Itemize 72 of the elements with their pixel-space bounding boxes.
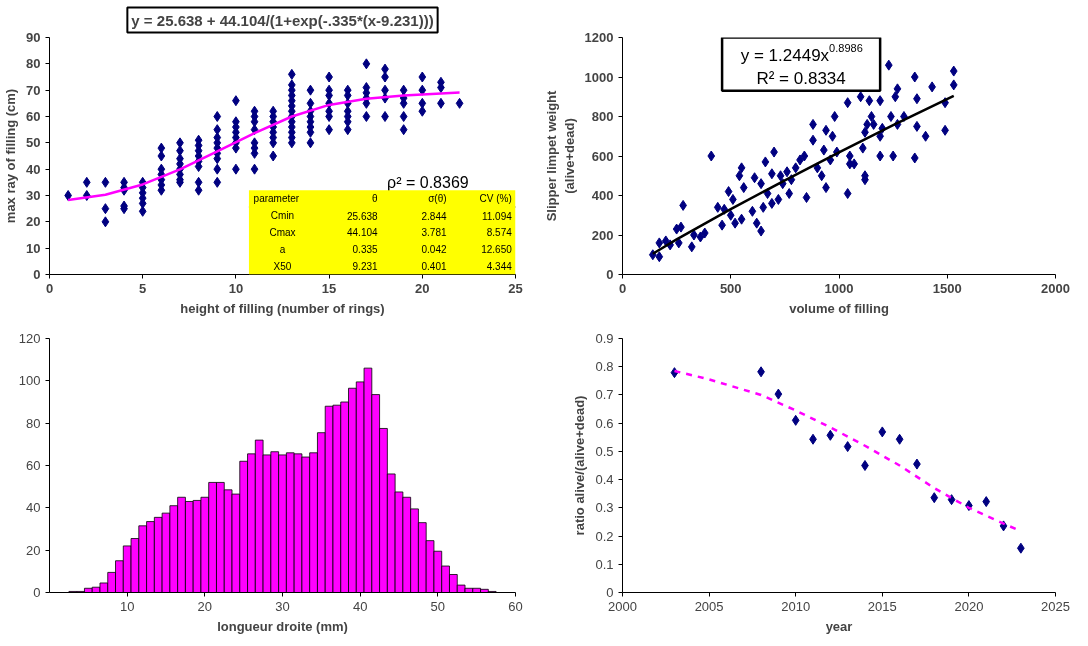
x-tick-label: 2020 xyxy=(954,598,984,614)
x-tick-label: 5 xyxy=(139,280,147,296)
y-tick-label: 20 xyxy=(26,542,41,558)
text: Cmin 25.638 2.844 11.094 xyxy=(270,210,512,222)
y-tick-label: 1200 xyxy=(584,30,614,45)
x-axis-title: height of filling (number of rings) xyxy=(180,300,385,316)
x-tick-label: 25 xyxy=(508,280,523,296)
y-tick-label: 0.6 xyxy=(595,415,614,431)
y-tick-label: 0.4 xyxy=(595,472,614,488)
y-tick-label: 400 xyxy=(591,188,614,203)
x-tick-label: 2010 xyxy=(781,598,811,614)
x-tick-label: 50 xyxy=(430,598,446,614)
x-tick-label: 500 xyxy=(719,280,742,296)
x-tick-label: 0 xyxy=(618,280,627,296)
y-tick-label: 10 xyxy=(26,240,41,256)
y-tick-label: 0.8 xyxy=(595,359,614,375)
y-tick-label: 60 xyxy=(26,109,41,124)
x-axis-title: longueur droite (mm) xyxy=(217,618,348,634)
x-tick-label: 20 xyxy=(197,598,213,614)
x-tick-label: 2005 xyxy=(694,598,724,614)
y-axis-title: max ray of filling (cm) xyxy=(3,88,19,224)
x-tick-label: 2015 xyxy=(867,598,897,614)
y-tick-label: 0.7 xyxy=(595,387,614,403)
x-axis-title: volume of filling xyxy=(789,300,889,316)
x-tick-label: 10 xyxy=(228,280,244,296)
x-tick-label: 0 xyxy=(45,280,54,296)
y-tick-label: 1000 xyxy=(584,69,614,85)
y-tick-label: 0 xyxy=(606,267,614,282)
y-axis-title: Slipper limpet weight (alive+dead) xyxy=(543,89,577,222)
x-tick-label: 10 xyxy=(119,598,135,614)
x-tick-label: 30 xyxy=(275,598,290,614)
y-tick-label: 0 xyxy=(606,585,614,600)
y-tick-label: 40 xyxy=(26,161,41,177)
y-tick-label: 40 xyxy=(26,500,41,516)
y-tick-label: 80 xyxy=(26,56,41,72)
x-tick-label: 1000 xyxy=(824,280,854,296)
y-tick-label: 600 xyxy=(591,148,614,164)
chart-title: y = 25.638 + 44.104/(1+exp(-.335*(x-9.231))) xyxy=(131,11,434,29)
y-tick-label: 0.2 xyxy=(595,528,614,544)
x-tick-label: 15 xyxy=(321,280,337,296)
y-tick-label: 200 xyxy=(591,227,614,243)
y-tick-label: 80 xyxy=(26,415,41,431)
x-tick-label: 40 xyxy=(352,598,368,614)
text: Cmax 44.104 3.781 8.574 xyxy=(269,226,512,239)
y-tick-label: 70 xyxy=(26,82,41,98)
y-tick-label: 90 xyxy=(26,30,41,45)
y-tick-label: 0.5 xyxy=(595,443,614,459)
y-tick-label: 100 xyxy=(18,373,41,389)
text: X50 9.231 0.401 4.344 xyxy=(273,260,512,273)
x-tick-label: 60 xyxy=(508,598,523,614)
y-tick-label: 30 xyxy=(26,188,41,203)
y-tick-label: 0.9 xyxy=(595,331,614,346)
annotation: R² = 0.8334 xyxy=(756,69,846,89)
text: a 0.335 0.042 12.650 xyxy=(279,243,512,256)
y-tick-label: 20 xyxy=(26,214,41,230)
x-tick-label: 2000 xyxy=(1041,280,1070,296)
x-axis-title: year xyxy=(825,618,853,634)
y-tick-label: 800 xyxy=(591,109,614,124)
x-tick-label: 20 xyxy=(415,280,430,296)
x-tick-label: 1500 xyxy=(932,280,962,296)
annotation: ρ² = 0.8369 xyxy=(387,173,469,191)
y-tick-label: 0 xyxy=(33,267,41,282)
y-tick-label: 0.3 xyxy=(595,500,614,516)
x-tick-label: 2000 xyxy=(608,598,637,614)
y-tick-label: 50 xyxy=(26,135,41,151)
y-tick-label: 0.1 xyxy=(595,556,614,572)
y-tick-label: 60 xyxy=(26,458,41,473)
y-tick-label: 0 xyxy=(33,585,41,600)
x-tick-label: 2025 xyxy=(1041,598,1070,614)
y-tick-label: 120 xyxy=(18,331,41,346)
y-axis-title: ratio alive/(alive+dead) xyxy=(572,395,588,536)
text: parameter θ σ(θ) CV (%) xyxy=(253,193,512,205)
